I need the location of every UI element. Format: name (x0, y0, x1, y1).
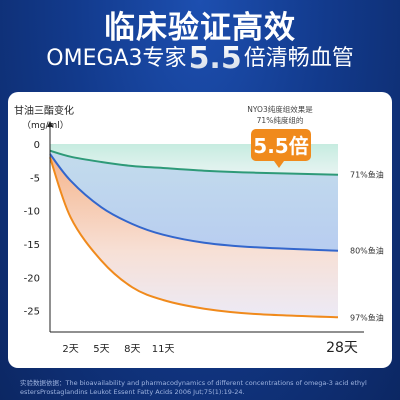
y-axis-label-line2: （mg/ml） (22, 120, 69, 131)
y-tick-label: -10 (24, 207, 40, 218)
y-tick-label: -25 (24, 307, 40, 318)
subtitle-suffix: 倍清畅血管 (243, 46, 354, 71)
annotation-line2: 71%纯度组的 (257, 115, 304, 125)
y-tick-label: 0 (34, 140, 40, 151)
annotation-value: 5.5倍 (253, 134, 308, 158)
annotation-badge-pointer (274, 161, 284, 168)
subtitle-value: 5.5 (188, 41, 242, 76)
x-tick-label: 8天 (124, 344, 140, 355)
y-tick-label: -20 (24, 273, 40, 284)
page-subtitle: OMEGA3专家5.5倍清畅血管 (0, 40, 400, 76)
series-71-label: 71%鱼油 (350, 170, 384, 180)
y-axis-label-line1: 甘油三酯变化 (14, 104, 74, 117)
triglyceride-chart: 0 -5 -10 -15 -20 -25 2天 5天 8天 11天 28天 71%鱼油 80%鱼油 97… (14, 104, 384, 356)
series-71-line (49, 149, 339, 176)
series-97-area (50, 154, 338, 318)
series-80-line (49, 153, 339, 252)
y-tick-label: -5 (30, 173, 40, 184)
series-80-label: 80%鱼油 (350, 246, 384, 256)
y-tick-label: -15 (24, 240, 40, 251)
series-97-label: 97%鱼油 (350, 312, 384, 322)
subtitle-prefix: OMEGA3专家 (46, 46, 187, 71)
reference-footnote: 实验数据依据：The bioavailability and pharmacod… (20, 379, 367, 396)
chart-card: 0 -5 -10 -15 -20 -25 2天 5天 8天 11天 28天 71%鱼油 80%鱼油 97… (8, 92, 392, 368)
x-tick-label: 5天 (93, 344, 109, 355)
page-title: 临床验证高效 (104, 10, 296, 46)
series-97-line (49, 156, 339, 319)
annotation-line1: NYO3纯度组效果是 (247, 104, 313, 114)
series-80-area (50, 150, 338, 251)
annotation-badge (251, 129, 311, 161)
x-tick-label: 28天 (326, 340, 358, 356)
x-tick-label: 11天 (152, 344, 175, 355)
x-tick-label: 2天 (62, 344, 78, 355)
